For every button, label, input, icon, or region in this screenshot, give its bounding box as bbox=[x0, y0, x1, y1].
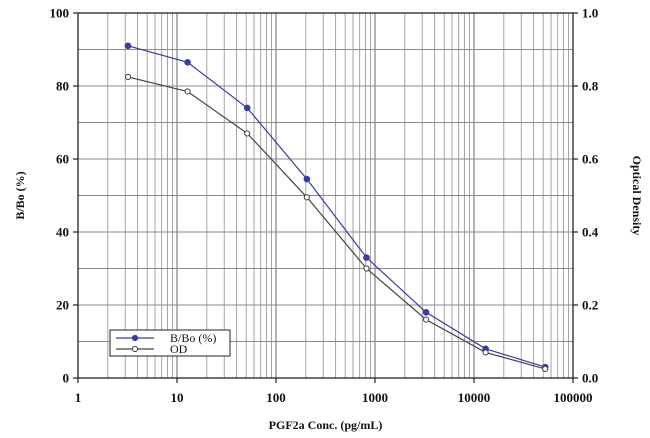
x-tick-label: 10 bbox=[171, 390, 184, 405]
series-line-2 bbox=[127, 76, 546, 370]
y2-tick-label: 0.8 bbox=[582, 79, 599, 94]
y2-tick-label: 0.6 bbox=[582, 152, 599, 167]
y-tick-label: 60 bbox=[56, 152, 69, 167]
plot-frame bbox=[77, 12, 574, 379]
x-tick-label: 1000 bbox=[362, 390, 388, 405]
series-line-1 bbox=[127, 45, 546, 368]
series-point-2 bbox=[542, 365, 549, 372]
y-axis-title: B/Bo (%) bbox=[13, 171, 27, 219]
series-point-1 bbox=[422, 309, 430, 316]
series-point-1 bbox=[243, 104, 251, 112]
y-tick-label: 100 bbox=[50, 6, 70, 21]
y-tick-label: 20 bbox=[56, 298, 69, 313]
y2-tick-label: 1.0 bbox=[582, 6, 598, 21]
y2-axis-title: Optical Density bbox=[630, 156, 644, 236]
x-tick-label: 10000 bbox=[458, 390, 491, 405]
series-point-2 bbox=[422, 316, 430, 323]
y-tick-label: 80 bbox=[56, 79, 69, 94]
series-point-1 bbox=[184, 58, 191, 66]
x-axis-title: PGF2a Conc. (pg/mL) bbox=[269, 418, 383, 432]
legend-label: OD bbox=[170, 342, 188, 356]
x-tick-label: 1 bbox=[75, 390, 82, 405]
series-point-1 bbox=[124, 42, 132, 50]
legend-swatch-marker bbox=[131, 334, 139, 342]
x-tick-label: 100000 bbox=[554, 390, 593, 405]
y2-tick-label: 0.4 bbox=[582, 225, 599, 240]
series-point-2 bbox=[184, 88, 191, 95]
series-point-1 bbox=[363, 254, 370, 261]
x-tick-label: 100 bbox=[266, 390, 286, 405]
series-point-2 bbox=[303, 194, 310, 201]
y-tick-label: 40 bbox=[56, 225, 69, 240]
legend-box bbox=[109, 329, 231, 357]
y-tick-label: 0 bbox=[63, 371, 70, 386]
series-point-2 bbox=[124, 73, 132, 80]
legend-swatch-marker bbox=[131, 345, 139, 353]
legend-label: B/Bo (%) bbox=[170, 331, 216, 345]
y2-tick-label: 0.2 bbox=[582, 298, 598, 313]
series-point-2 bbox=[363, 265, 370, 272]
series-point-1 bbox=[303, 175, 311, 183]
y2-tick-label: 0.0 bbox=[582, 371, 598, 386]
series-point-2 bbox=[482, 349, 489, 356]
series-point-2 bbox=[244, 130, 251, 137]
